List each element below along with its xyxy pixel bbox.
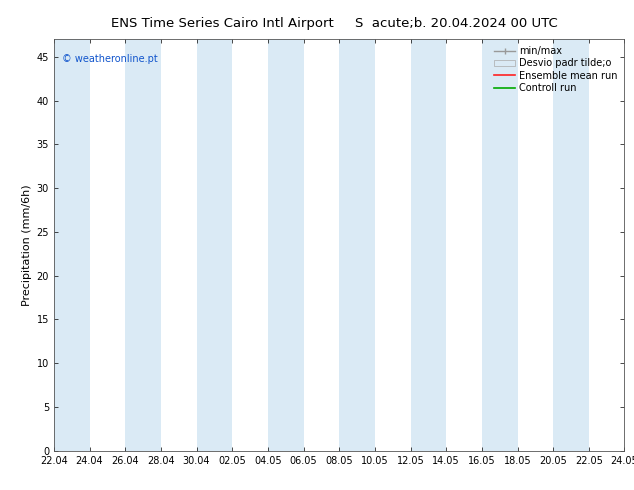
Bar <box>54 39 89 451</box>
Bar <box>339 39 375 451</box>
Bar <box>482 39 517 451</box>
Bar <box>197 39 232 451</box>
Text: ENS Time Series Cairo Intl Airport: ENS Time Series Cairo Intl Airport <box>110 17 333 30</box>
Text: © weatheronline.pt: © weatheronline.pt <box>62 53 158 64</box>
Bar <box>553 39 589 451</box>
Legend: min/max, Desvio padr tilde;o, Ensemble mean run, Controll run: min/max, Desvio padr tilde;o, Ensemble m… <box>492 44 619 95</box>
Bar <box>268 39 304 451</box>
Text: S  acute;b. 20.04.2024 00 UTC: S acute;b. 20.04.2024 00 UTC <box>355 17 558 30</box>
Y-axis label: Precipitation (mm/6h): Precipitation (mm/6h) <box>22 184 32 306</box>
Bar <box>126 39 161 451</box>
Bar <box>411 39 446 451</box>
